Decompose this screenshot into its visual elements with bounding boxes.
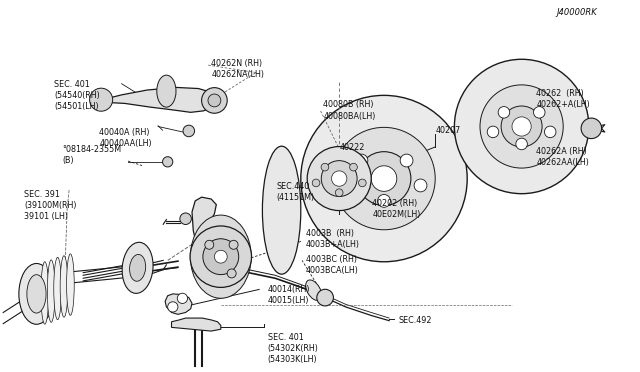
Ellipse shape	[122, 242, 153, 294]
Circle shape	[355, 154, 368, 167]
Circle shape	[501, 106, 542, 147]
Text: 40222: 40222	[339, 143, 365, 152]
Circle shape	[516, 138, 527, 150]
Circle shape	[177, 293, 188, 304]
Text: SEC. 401
(54540(RH)
(54501(LH): SEC. 401 (54540(RH) (54501(LH)	[54, 80, 100, 111]
Ellipse shape	[157, 75, 176, 107]
Text: 40014(RH)
40015(LH): 40014(RH) 40015(LH)	[268, 285, 310, 305]
Ellipse shape	[191, 215, 251, 298]
Ellipse shape	[19, 263, 54, 324]
Polygon shape	[165, 294, 192, 314]
Polygon shape	[172, 318, 221, 331]
Ellipse shape	[60, 256, 68, 317]
Circle shape	[168, 302, 178, 312]
Ellipse shape	[129, 254, 146, 281]
Circle shape	[487, 126, 499, 138]
Circle shape	[205, 240, 214, 249]
Text: J40000RK: J40000RK	[557, 8, 598, 17]
Text: SEC.492: SEC.492	[398, 316, 431, 325]
Circle shape	[400, 154, 413, 167]
Circle shape	[190, 226, 252, 288]
Circle shape	[341, 179, 354, 192]
Text: 40202 (RH)
40E02M(LH): 40202 (RH) 40E02M(LH)	[372, 199, 421, 219]
Ellipse shape	[328, 138, 351, 241]
Circle shape	[545, 126, 556, 138]
Text: 4003B  (RH)
4003B+A(LH): 4003B (RH) 4003B+A(LH)	[306, 229, 360, 249]
Circle shape	[534, 106, 545, 118]
Text: °08184-2355M
(B): °08184-2355M (B)	[63, 145, 122, 165]
Circle shape	[180, 213, 191, 224]
Text: SEC. 401
(54302K(RH)
(54303K(LH): SEC. 401 (54302K(RH) (54303K(LH)	[268, 333, 318, 364]
Ellipse shape	[67, 254, 74, 315]
Polygon shape	[96, 87, 218, 112]
Circle shape	[414, 179, 427, 192]
Text: 40080B (RH)
40080BA(LH): 40080B (RH) 40080BA(LH)	[323, 100, 376, 121]
Circle shape	[321, 161, 357, 196]
Ellipse shape	[54, 257, 61, 320]
Circle shape	[317, 289, 333, 306]
Circle shape	[90, 88, 113, 111]
Circle shape	[312, 179, 320, 187]
Circle shape	[229, 240, 238, 249]
Circle shape	[349, 163, 357, 171]
Circle shape	[183, 125, 195, 137]
Circle shape	[202, 88, 227, 113]
Text: 40262A (RH)
40262AA(LH): 40262A (RH) 40262AA(LH)	[536, 147, 589, 167]
Ellipse shape	[262, 146, 301, 274]
Circle shape	[333, 127, 435, 230]
Circle shape	[163, 157, 173, 167]
Text: 40207: 40207	[435, 126, 460, 135]
Circle shape	[480, 85, 563, 168]
Ellipse shape	[47, 260, 55, 322]
Text: 40040A (RH)
40040AA(LH): 40040A (RH) 40040AA(LH)	[99, 128, 152, 148]
Circle shape	[208, 94, 221, 107]
Circle shape	[512, 117, 531, 136]
Polygon shape	[197, 234, 242, 294]
Text: 40262  (RH)
40262+A(LH): 40262 (RH) 40262+A(LH)	[536, 89, 590, 109]
Text: SEC.440
(41151M): SEC.440 (41151M)	[276, 182, 315, 202]
Text: 40262N (RH)
40262NA(LH): 40262N (RH) 40262NA(LH)	[211, 59, 264, 79]
Circle shape	[378, 195, 390, 207]
Ellipse shape	[27, 275, 46, 313]
Circle shape	[203, 239, 239, 275]
Circle shape	[357, 152, 411, 205]
Ellipse shape	[41, 262, 49, 324]
Circle shape	[454, 59, 589, 194]
Text: SEC. 391
(39100M(RH)
39101 (LH): SEC. 391 (39100M(RH) 39101 (LH)	[24, 190, 77, 221]
Circle shape	[498, 106, 509, 118]
Circle shape	[227, 269, 236, 278]
Circle shape	[214, 250, 227, 263]
Circle shape	[358, 179, 366, 187]
Text: 4003BC (RH)
4003BCA(LH): 4003BC (RH) 4003BCA(LH)	[306, 255, 359, 275]
Circle shape	[371, 166, 397, 191]
Circle shape	[307, 147, 371, 211]
Polygon shape	[192, 197, 216, 247]
Circle shape	[301, 95, 467, 262]
Circle shape	[332, 171, 347, 186]
Circle shape	[321, 163, 329, 171]
Circle shape	[581, 118, 602, 139]
Circle shape	[335, 189, 343, 196]
Ellipse shape	[306, 280, 321, 300]
